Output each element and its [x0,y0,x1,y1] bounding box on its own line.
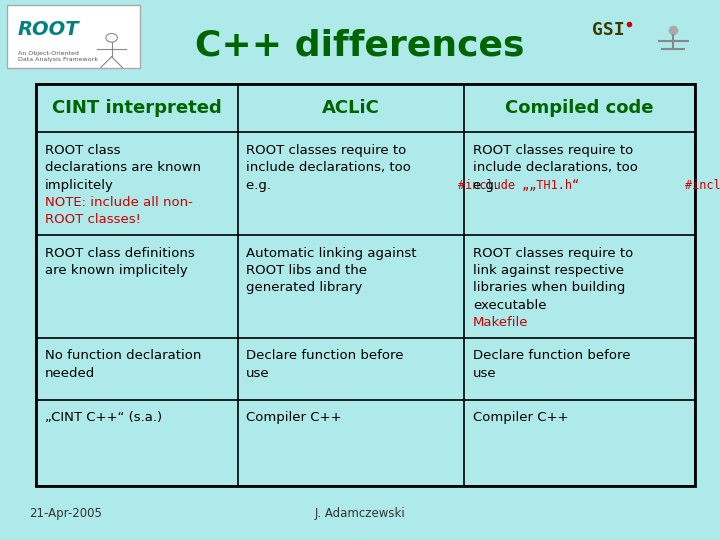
Text: Compiled code: Compiled code [505,99,654,117]
Text: ROOT classes!: ROOT classes! [45,213,140,226]
Text: #include „„TH1.h“: #include „„TH1.h“ [459,179,580,192]
Text: ROOT classes require to: ROOT classes require to [473,247,634,260]
Text: e.g.: e.g. [246,179,276,192]
Text: ROOT: ROOT [18,20,79,39]
Text: ROOT class: ROOT class [45,144,120,157]
Text: ROOT classes require to: ROOT classes require to [473,144,634,157]
Text: 21-Apr-2005: 21-Apr-2005 [29,507,102,519]
Text: CINT interpreted: CINT interpreted [52,99,222,117]
Text: include declarations, too: include declarations, too [473,161,638,174]
Text: ROOT libs and the: ROOT libs and the [246,264,367,277]
Text: are known implicitely: are known implicitely [45,264,187,277]
Text: Makefile: Makefile [473,316,528,329]
Text: An Object-Oriented
Data Analysis Framework: An Object-Oriented Data Analysis Framewo… [18,51,98,62]
Text: generated library: generated library [246,281,363,294]
Text: needed: needed [45,367,95,380]
Text: link against respective: link against respective [473,264,624,277]
Bar [36,84,695,486]
Text: No function declaration: No function declaration [45,349,201,362]
FancyBboxPatch shape [569,5,706,68]
Text: ACLiC: ACLiC [322,99,380,117]
Text: Declare function before: Declare function before [246,349,404,362]
Text: NOTE: include all non-: NOTE: include all non- [45,196,192,209]
Text: libraries when building: libraries when building [473,281,626,294]
Text: executable: executable [473,299,546,312]
Text: use: use [246,367,270,380]
Text: e.g.: e.g. [473,179,503,192]
Text: C++ differences: C++ differences [195,29,525,63]
Text: Automatic linking against: Automatic linking against [246,247,417,260]
Text: „CINT C++“ (s.a.): „CINT C++“ (s.a.) [45,411,162,424]
Text: Compiler C++: Compiler C++ [246,411,342,424]
Text: Declare function before: Declare function before [473,349,631,362]
Text: ROOT class definitions: ROOT class definitions [45,247,194,260]
Text: include declarations, too: include declarations, too [246,161,411,174]
Text: GSI: GSI [592,21,625,39]
Text: use: use [473,367,497,380]
Text: J. Adamczewski: J. Adamczewski [315,507,405,519]
Text: ROOT classes require to: ROOT classes require to [246,144,407,157]
Text: implicitely: implicitely [45,179,114,192]
FancyBboxPatch shape [7,5,140,68]
Text: Compiler C++: Compiler C++ [473,411,569,424]
Text: declarations are known: declarations are known [45,161,201,174]
Text: #include „„TH1.h“: #include „„TH1.h“ [685,179,720,192]
